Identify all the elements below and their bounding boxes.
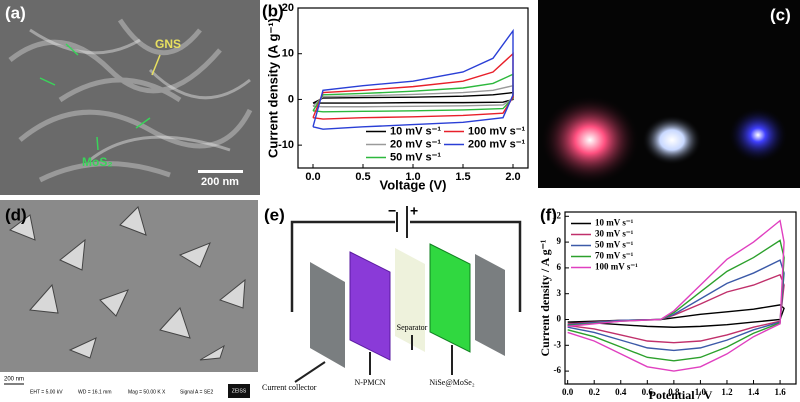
y-tick-label: 3	[557, 288, 562, 298]
panel-c: (c)	[538, 0, 800, 188]
info-text: Mag = 50.00 K X	[128, 389, 166, 395]
legend-label: 100 mV s⁻¹	[468, 125, 526, 137]
led-glow	[642, 115, 702, 165]
cathode	[429, 243, 471, 353]
battery-sign: −	[388, 203, 396, 219]
annotation: MoS₂	[82, 155, 113, 169]
logo	[228, 384, 250, 398]
info-bar	[0, 372, 258, 402]
plot-frame	[297, 7, 529, 169]
legend-label: 50 mV s⁻¹	[390, 151, 441, 163]
x-tick-label: 0.0	[562, 387, 574, 397]
x-tick-label: 1.2	[721, 387, 733, 397]
legend-label: 200 mV s⁻¹	[468, 138, 526, 150]
chart: 0.0 0.2 0.4 0.6 0.8 1.0 1.2 1.4 1.6 -6 -3 0 3 6 9 12 Pot…	[538, 205, 797, 402]
x-tick-label: 1.5	[455, 171, 470, 183]
sheet-texture	[29, 28, 251, 162]
cv-curve	[312, 28, 514, 130]
component-label: Current collector	[262, 383, 317, 392]
legend-label: 100 mV s⁻¹	[595, 262, 638, 272]
x-tick-label: 0.0	[305, 171, 320, 183]
x-tick-label: 1.6	[774, 387, 786, 397]
panel-label: (f)	[540, 205, 557, 224]
cv-curve	[567, 219, 785, 372]
arrows	[39, 43, 151, 151]
info-text: WD = 16.1 mm	[78, 389, 111, 395]
x-tick-label: 2.0	[505, 171, 520, 183]
component-label: N-PMCN	[354, 378, 385, 387]
current-collector	[475, 254, 505, 356]
y-tick-label: 10	[282, 48, 294, 60]
panel-e: (e) − + Current collector N-PMCN Separat…	[262, 203, 522, 392]
circuit-wire	[290, 220, 522, 312]
panel-label: (a)	[5, 3, 26, 22]
panel-label: (c)	[770, 5, 791, 24]
legend-label: 20 mV s⁻¹	[390, 138, 441, 150]
y-tick-label: 0	[288, 93, 294, 105]
x-axis-label: Potential / V	[649, 388, 713, 402]
legend-label: 50 mV s⁻¹	[595, 240, 634, 250]
y-tick-label: 0	[557, 314, 562, 324]
separator	[395, 248, 425, 352]
panel-d: (d) 200 nm EHT = 5.00 kV WD = 16.1 mm Ma…	[0, 200, 258, 402]
x-tick-label: 0.4	[615, 387, 627, 397]
panel-label: (e)	[264, 205, 285, 224]
battery-sign: +	[410, 203, 418, 219]
x-tick-label: 0.2	[589, 387, 601, 397]
x-tick-label: 0.6	[642, 387, 654, 397]
logo-text: ZEISS	[232, 388, 247, 394]
x-tick-label: 1.0	[405, 171, 420, 183]
y-tick-label: -6	[554, 365, 562, 375]
panel-label: (d)	[5, 205, 27, 224]
y-tick-label: 20	[282, 2, 294, 14]
chart: 0.0 0.5 1.0 1.5 2.0 -10 0 10 20 Voltage (V) Curren…	[262, 1, 529, 192]
component-label: Separator	[397, 323, 428, 332]
x-tick-label: 0.5	[355, 171, 370, 183]
x-tick-label: 1.4	[748, 387, 760, 397]
pointer	[294, 361, 326, 383]
scale-text: 200 nm	[4, 377, 24, 383]
y-tick-label: 9	[557, 236, 562, 246]
led-glow	[540, 95, 640, 185]
y-axis-label: Current density / A g⁻¹	[538, 239, 552, 356]
panel-label: (b)	[262, 1, 284, 20]
annotation: GNS	[155, 37, 181, 51]
legend-label: 10 mV s⁻¹	[390, 125, 441, 137]
x-tick-label: 1.0	[695, 387, 707, 397]
y-axis-label: Current density (A g⁻¹)	[265, 18, 280, 158]
y-tick-label: 6	[557, 262, 562, 272]
x-axis-label: Voltage (V)	[380, 177, 447, 192]
current-collector	[310, 262, 345, 368]
sheet-texture	[8, 18, 253, 183]
info-text: Signal A = SE2	[180, 389, 213, 395]
scale-text: 200 nm	[201, 176, 239, 188]
legend-label: 10 mV s⁻¹	[595, 218, 634, 228]
arrow	[151, 54, 161, 76]
led-glow	[728, 107, 788, 163]
y-tick-label: -10	[278, 139, 294, 151]
nanosheets	[8, 206, 246, 361]
cv-curve	[567, 304, 785, 328]
anode	[349, 251, 391, 361]
component-label: NiSe@MoSe₂	[429, 378, 474, 387]
scale-bar	[198, 170, 243, 173]
legend-label: 30 mV s⁻¹	[595, 229, 634, 239]
panel-a: (a) GNS MoS₂ 200 nm	[0, 0, 260, 195]
plot-frame	[564, 211, 797, 385]
y-tick-label: -3	[554, 339, 562, 349]
y-tick-label: 12	[552, 210, 562, 220]
x-tick-label: 0.8	[668, 387, 680, 397]
legend-label: 70 mV s⁻¹	[595, 251, 634, 261]
info-text: EHT = 5.00 kV	[30, 389, 63, 395]
